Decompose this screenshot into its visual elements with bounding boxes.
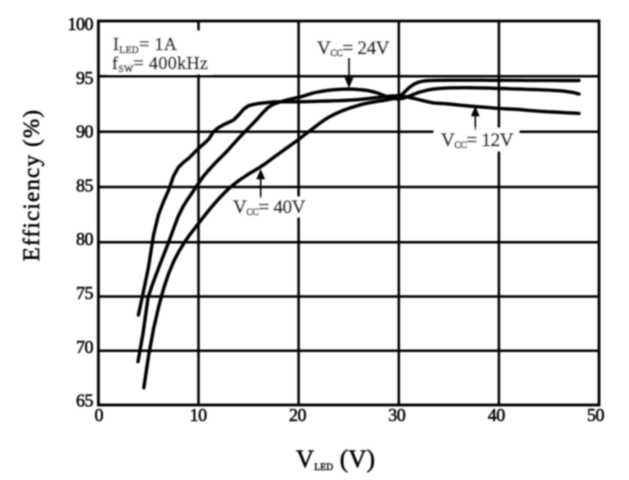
svg-text:75: 75 bbox=[76, 283, 94, 303]
svg-text:VLED (V): VLED (V) bbox=[296, 446, 375, 473]
svg-text:30: 30 bbox=[388, 405, 406, 425]
svg-text:95: 95 bbox=[76, 68, 94, 88]
svg-text:fSW= 400kHz: fSW= 400kHz bbox=[112, 53, 208, 75]
svg-text:50: 50 bbox=[587, 405, 605, 425]
svg-text:20: 20 bbox=[289, 405, 307, 425]
svg-text:0: 0 bbox=[95, 405, 104, 425]
svg-text:65: 65 bbox=[76, 391, 94, 411]
svg-text:85: 85 bbox=[76, 175, 94, 195]
svg-text:90: 90 bbox=[76, 122, 94, 142]
svg-text:Efficiency (%): Efficiency (%) bbox=[19, 109, 44, 261]
svg-text:VCC= 24V: VCC= 24V bbox=[317, 38, 390, 59]
svg-text:10: 10 bbox=[190, 405, 208, 425]
svg-text:ILED= 1A: ILED= 1A bbox=[113, 34, 177, 56]
svg-text:40: 40 bbox=[488, 405, 506, 425]
svg-text:70: 70 bbox=[76, 337, 94, 357]
svg-text:80: 80 bbox=[76, 229, 94, 249]
svg-text:VCC= 40V: VCC= 40V bbox=[233, 197, 306, 218]
svg-text:VCC= 12V: VCC= 12V bbox=[441, 130, 514, 151]
svg-text:100: 100 bbox=[68, 14, 94, 34]
